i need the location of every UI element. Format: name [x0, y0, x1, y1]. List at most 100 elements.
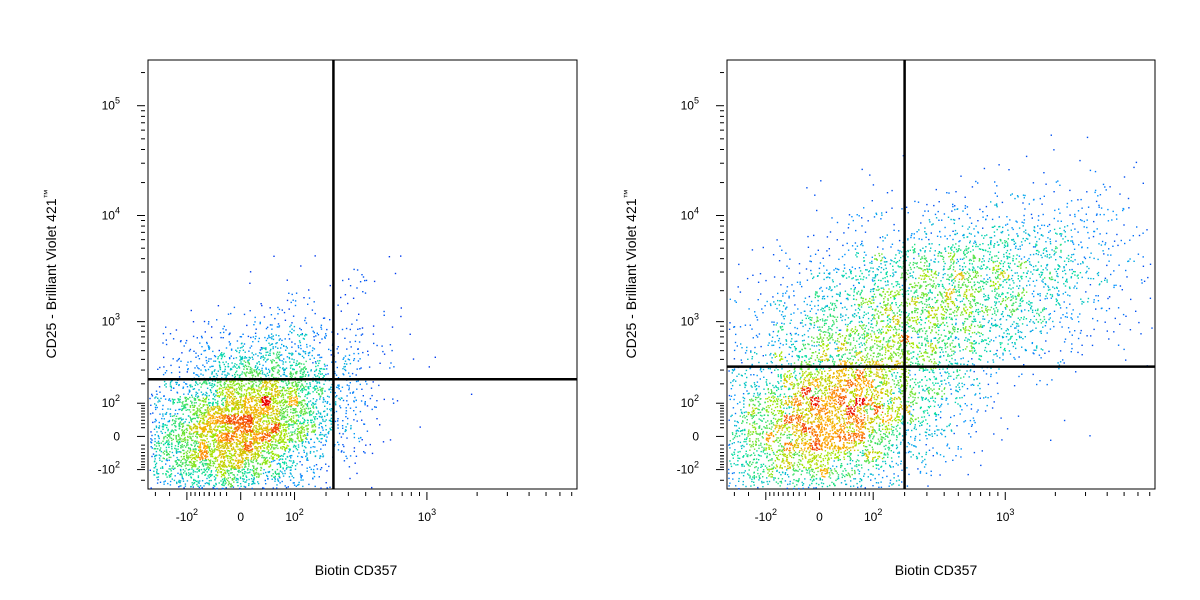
event-dot — [299, 402, 301, 404]
event-dot — [216, 385, 219, 387]
event-dot — [224, 417, 226, 420]
event-dot — [289, 393, 291, 396]
event-dot — [204, 474, 206, 476]
event-dot — [178, 481, 181, 483]
event-dot — [258, 473, 260, 475]
event-dot — [231, 454, 233, 456]
event-dot — [238, 423, 240, 425]
event-dot — [230, 393, 233, 395]
event-dot — [210, 420, 212, 422]
event-dot — [197, 476, 200, 479]
event-dot — [248, 463, 250, 465]
event-dot — [161, 432, 163, 434]
event-dot — [256, 441, 258, 444]
event-dot — [224, 450, 226, 453]
event-dot — [324, 410, 326, 412]
event-dot — [186, 459, 188, 462]
event-dot — [163, 436, 165, 438]
event-dot — [258, 423, 260, 425]
event-dot — [204, 458, 207, 460]
event-dot — [309, 414, 311, 417]
event-dot — [206, 409, 208, 411]
event-dot — [275, 473, 278, 475]
event-dot — [233, 357, 235, 360]
event-dot — [257, 409, 260, 411]
event-dot — [298, 481, 300, 484]
event-dot — [214, 422, 217, 424]
event-dot — [192, 464, 195, 466]
event-dot — [202, 419, 204, 421]
event-dot — [205, 391, 207, 394]
event-dot — [232, 447, 235, 449]
event-dot — [240, 416, 242, 418]
event-dot — [304, 411, 306, 413]
event-dot — [303, 408, 305, 410]
event-dot — [310, 370, 312, 372]
event-dot — [299, 366, 301, 368]
event-dot — [246, 426, 248, 428]
event-dot — [216, 445, 218, 447]
event-dot — [233, 441, 235, 444]
event-dot — [164, 431, 167, 434]
event-dot — [290, 460, 292, 462]
event-dot — [223, 429, 225, 432]
event-dot — [253, 383, 255, 385]
event-dot — [322, 456, 324, 458]
event-dot — [178, 408, 180, 411]
event-dot — [159, 447, 162, 449]
event-dot — [159, 366, 161, 369]
event-dot — [301, 441, 303, 443]
event-dot — [178, 486, 180, 488]
event-dot — [155, 448, 157, 450]
event-dot — [290, 439, 292, 441]
event-dot — [246, 409, 248, 411]
event-dot — [200, 455, 202, 457]
event-dot — [290, 417, 292, 420]
event-dot — [291, 384, 293, 387]
event-dot — [301, 428, 303, 430]
event-dot — [318, 415, 321, 418]
event-dot — [237, 393, 240, 395]
event-dot — [224, 471, 226, 473]
event-dot — [276, 387, 279, 389]
event-dot — [227, 442, 229, 444]
event-dot — [290, 372, 293, 375]
event-dot — [240, 361, 242, 363]
event-dot — [268, 420, 270, 422]
event-dot — [312, 402, 315, 404]
event-dot — [293, 408, 295, 410]
event-dot — [155, 404, 157, 406]
event-dot — [257, 374, 259, 376]
event-dot — [202, 464, 205, 466]
event-dot — [314, 423, 316, 425]
event-dot — [289, 330, 291, 333]
event-dot — [264, 413, 266, 415]
event-dot — [360, 400, 363, 402]
event-dot — [210, 406, 213, 409]
event-dot — [189, 437, 191, 439]
event-dot — [235, 451, 237, 453]
event-dot — [271, 369, 274, 372]
event-dot — [267, 406, 270, 408]
event-dot — [242, 414, 245, 416]
event-dot — [321, 415, 323, 418]
event-dot — [275, 357, 277, 359]
event-dot — [272, 384, 275, 386]
event-dot — [227, 408, 229, 411]
event-dot — [202, 471, 204, 473]
event-dot — [302, 439, 304, 441]
event-dot — [195, 480, 198, 483]
event-dot — [235, 371, 237, 374]
event-dot — [275, 413, 277, 415]
event-dot — [295, 389, 298, 391]
event-dot — [282, 396, 285, 398]
event-dot — [255, 436, 258, 439]
event-dot — [244, 460, 246, 462]
event-dot — [219, 430, 222, 432]
event-dot — [286, 439, 289, 441]
event-dot — [231, 485, 233, 487]
event-dot — [276, 484, 278, 486]
event-dot — [216, 459, 219, 461]
event-dot — [319, 431, 322, 434]
event-dot — [239, 395, 241, 398]
